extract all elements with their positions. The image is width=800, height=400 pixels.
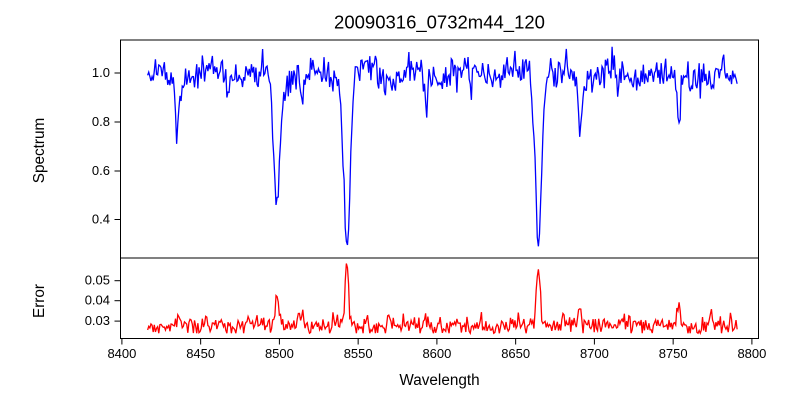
svg-text:0.8: 0.8	[92, 114, 110, 129]
svg-text:Wavelength: Wavelength	[399, 372, 479, 389]
svg-text:Error: Error	[31, 284, 48, 318]
svg-text:1.0: 1.0	[92, 65, 110, 80]
svg-text:8650: 8650	[501, 346, 530, 361]
svg-text:8750: 8750	[659, 346, 688, 361]
svg-text:8550: 8550	[344, 346, 373, 361]
svg-text:20090316_0732m44_120: 20090316_0732m44_120	[334, 12, 545, 34]
svg-text:0.04: 0.04	[85, 293, 110, 308]
svg-text:0.6: 0.6	[92, 163, 110, 178]
svg-text:0.03: 0.03	[85, 313, 110, 328]
svg-text:8400: 8400	[107, 346, 136, 361]
svg-text:8800: 8800	[737, 346, 766, 361]
svg-text:8700: 8700	[580, 346, 609, 361]
svg-text:8450: 8450	[186, 346, 215, 361]
svg-text:Spectrum: Spectrum	[31, 118, 48, 183]
svg-text:8500: 8500	[265, 346, 294, 361]
svg-text:8600: 8600	[422, 346, 451, 361]
svg-text:0.4: 0.4	[92, 212, 110, 227]
svg-text:0.05: 0.05	[85, 273, 110, 288]
